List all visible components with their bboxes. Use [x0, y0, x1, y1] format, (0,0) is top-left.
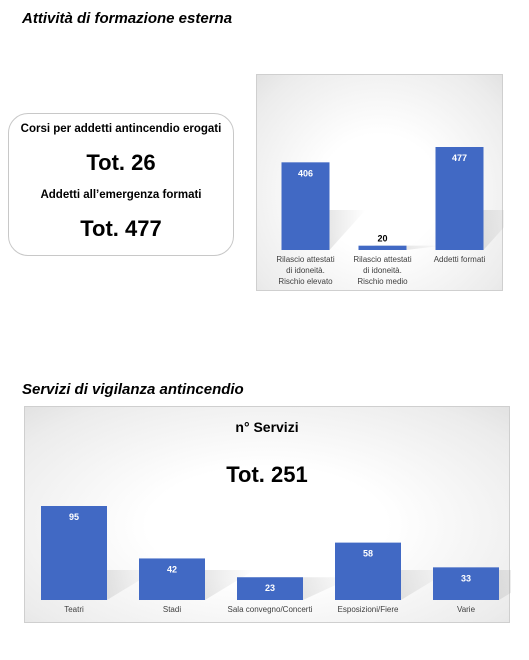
- chart-total: Tot. 251: [226, 462, 308, 487]
- data-label: 95: [69, 512, 79, 522]
- category-label: Esposizioni/Fiere: [338, 605, 399, 614]
- category-label: Rilascio attestati: [276, 255, 334, 264]
- category-label: di idoneità.: [363, 266, 402, 275]
- data-label: 33: [461, 573, 471, 583]
- bar: [139, 558, 205, 600]
- bar: [41, 506, 107, 600]
- category-label: Addetti formati: [434, 255, 486, 264]
- section-title-training: Attività di formazione esterna: [22, 10, 233, 27]
- category-label: Rilascio attestati: [353, 255, 411, 264]
- data-label: 23: [265, 583, 275, 593]
- category-label: Varie: [457, 605, 476, 614]
- courses-label: Corsi per addetti antincendio erogati: [20, 123, 222, 135]
- category-label: Rischio medio: [357, 277, 408, 286]
- bar: [281, 162, 330, 250]
- data-label: 477: [452, 153, 467, 163]
- category-label: Stadi: [163, 605, 181, 614]
- data-label: 42: [167, 564, 177, 574]
- category-label: Sala convegno/Concerti: [228, 605, 313, 614]
- section-title-surveillance: Servizi di vigilanza antincendio: [22, 381, 244, 398]
- services-chart-svg: 95 Teatri 42 Stadi 23 Sala convegno/Concerti 5…: [41, 506, 511, 614]
- bar: [335, 542, 401, 600]
- category-label: Teatri: [64, 605, 84, 614]
- chart-title: n° Servizi: [235, 419, 299, 435]
- bar: [435, 147, 484, 250]
- summary-card: Corsi per addetti antincendio erogati To…: [8, 113, 234, 256]
- bar: [433, 567, 499, 600]
- courses-total: Tot. 26: [86, 150, 156, 175]
- category-label: di idoneità.: [286, 266, 325, 275]
- trained-label: Addetti all’emergenza formati: [40, 189, 202, 201]
- trained-total: Tot. 477: [80, 216, 162, 241]
- data-label: 20: [377, 234, 387, 244]
- bar: [358, 245, 407, 250]
- training-bar-chart: 406 Rilascio attestati di idoneità. Rischio…: [256, 74, 504, 291]
- training-chart-svg: 406 Rilascio attestati di idoneità. Rischio…: [276, 147, 504, 286]
- bar: [237, 577, 303, 600]
- data-label: 406: [298, 168, 313, 178]
- category-label: Rischio elevato: [278, 277, 333, 286]
- data-label: 58: [363, 549, 373, 559]
- services-bar-chart: n° Servizi Tot. 251 95 Teatri 42 Stadi 23 Sal…: [24, 406, 511, 623]
